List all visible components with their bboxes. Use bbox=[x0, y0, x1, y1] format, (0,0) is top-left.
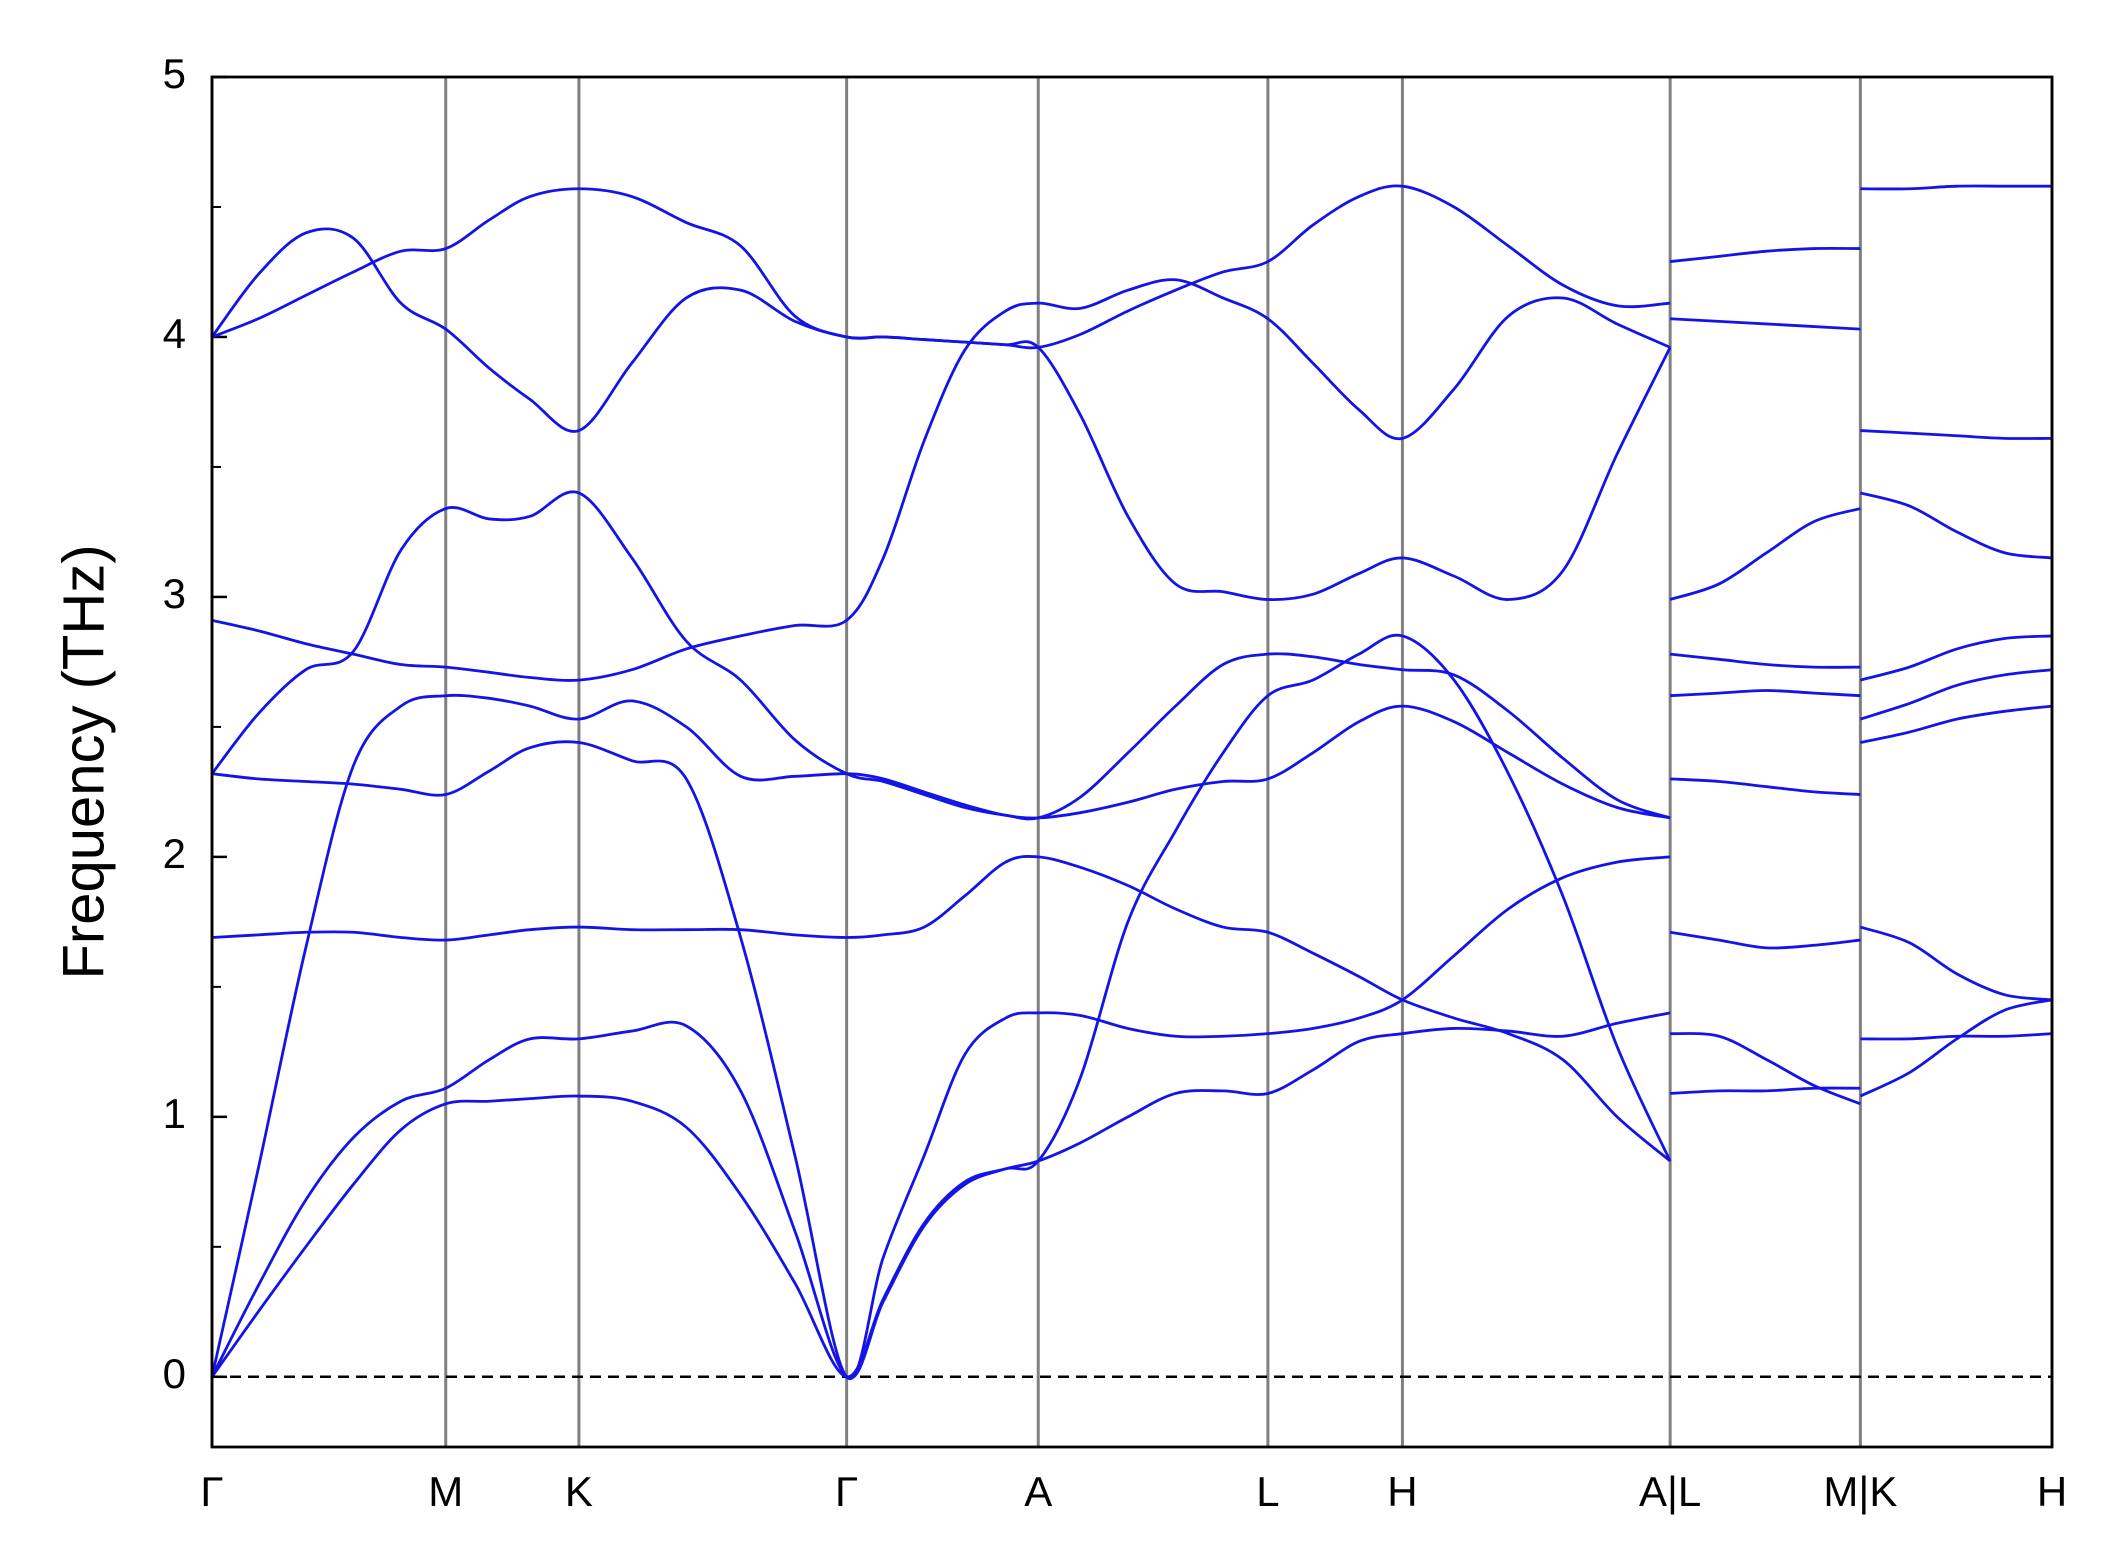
y-tick-label: 0 bbox=[163, 1350, 186, 1397]
y-axis-label: Frequency (THz) bbox=[51, 544, 116, 979]
y-tick-label: 4 bbox=[163, 310, 186, 357]
x-tick-label: Γ bbox=[200, 1468, 223, 1515]
band-line bbox=[212, 704, 2052, 1381]
x-tick-label: K bbox=[565, 1468, 593, 1515]
band-line bbox=[212, 668, 2052, 1378]
y-tick-label: 5 bbox=[163, 50, 186, 97]
band-line bbox=[212, 490, 2052, 821]
band-line bbox=[212, 184, 2052, 440]
band-line bbox=[212, 633, 2052, 1380]
x-tick-label: A|L bbox=[1639, 1468, 1701, 1515]
x-tick-label: M|K bbox=[1823, 1468, 1897, 1515]
x-tick-label: Γ bbox=[835, 1468, 858, 1515]
band-line bbox=[212, 278, 2052, 682]
plot-frame bbox=[210, 75, 2054, 1449]
y-tick-label: 1 bbox=[163, 1090, 186, 1137]
x-tick-label: M bbox=[428, 1468, 463, 1515]
band-line bbox=[212, 998, 2052, 1379]
x-tick-label: L bbox=[1256, 1468, 1279, 1515]
x-tick-label: H bbox=[1387, 1468, 1417, 1515]
y-tick-label: 2 bbox=[163, 830, 186, 877]
y-tick-label: 3 bbox=[163, 570, 186, 617]
x-tick-label: A bbox=[1024, 1468, 1052, 1515]
x-tick-label: H bbox=[2037, 1468, 2067, 1515]
bands bbox=[212, 184, 2052, 1381]
